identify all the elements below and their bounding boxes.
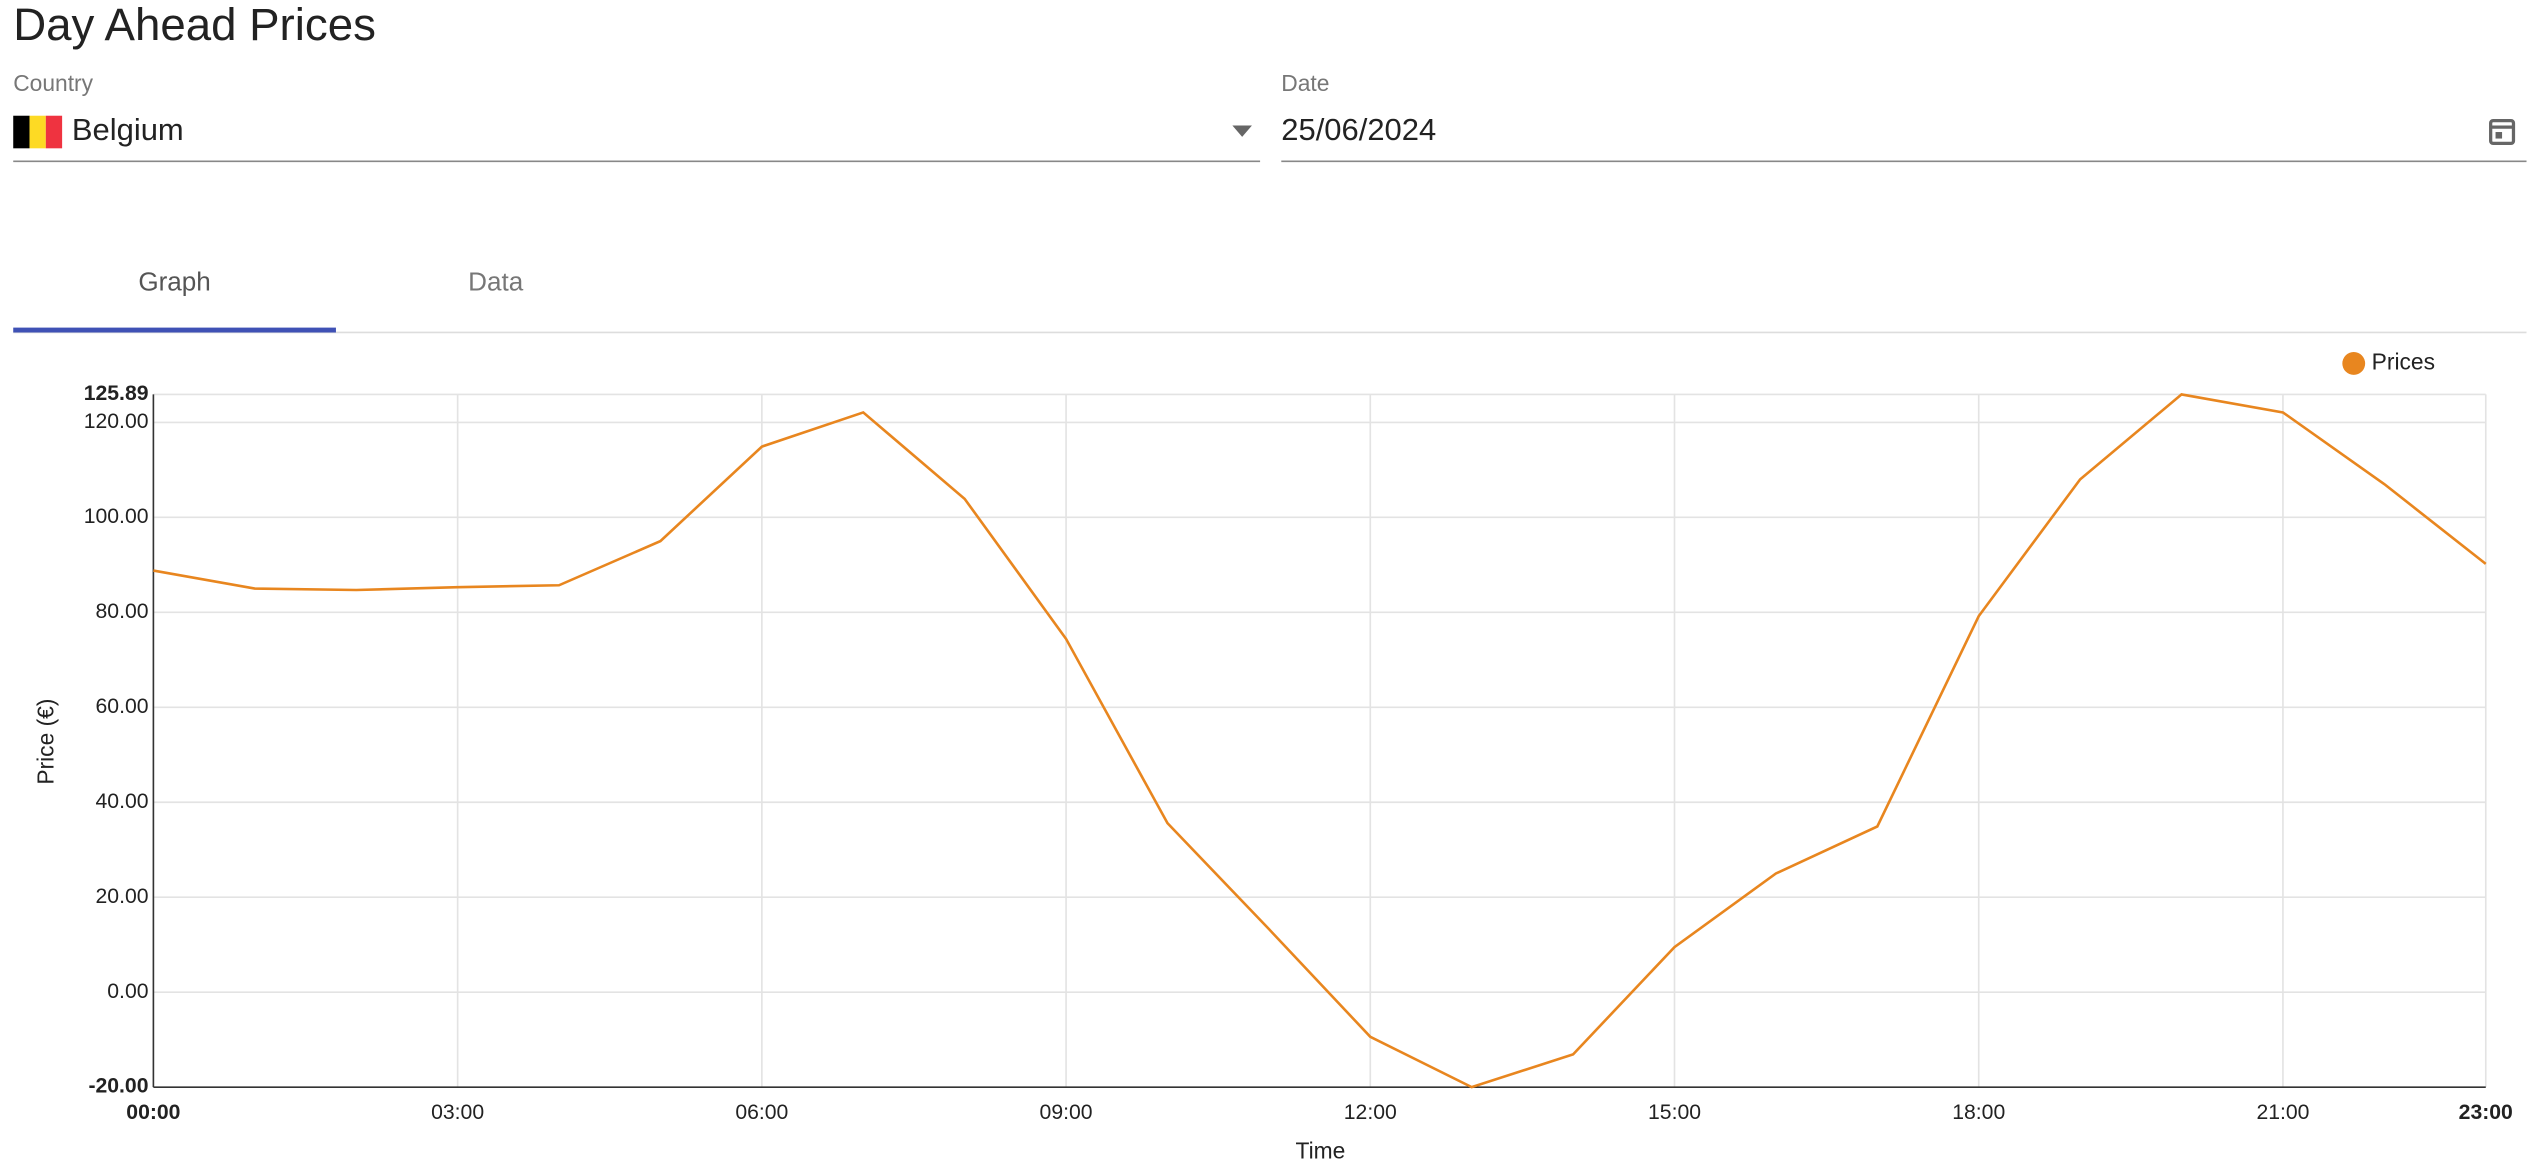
x-tick-label: 03:00 <box>431 1101 484 1124</box>
legend-label: Prices <box>2372 348 2435 374</box>
dropdown-arrow <box>1232 125 1252 137</box>
y-tick-label: 0.00 <box>107 980 148 1003</box>
country-select[interactable]: Belgium <box>13 112 1261 163</box>
y-tick-label: 20.00 <box>96 885 149 908</box>
x-tick-label: 09:00 <box>1040 1101 1093 1124</box>
y-tick-label: -20.00 <box>88 1075 148 1098</box>
x-tick-label: 12:00 <box>1344 1101 1397 1124</box>
y-tick-label: 40.00 <box>96 790 149 813</box>
country-value: Belgium <box>72 112 184 147</box>
calendar-icon <box>2489 118 2516 146</box>
x-tick-label: 15:00 <box>1648 1101 1701 1124</box>
x-tick-label: 18:00 <box>1952 1101 2005 1124</box>
flag-yellow <box>29 115 46 149</box>
tab[interactable]: Data <box>468 266 524 296</box>
tab[interactable]: Graph <box>138 266 210 296</box>
x-axis-title: Time <box>1295 1137 1345 1163</box>
date-input[interactable]: 25/06/2024 <box>1281 112 2527 163</box>
x-tick-label: 00:00 <box>126 1101 180 1124</box>
x-tick-label: 21:00 <box>2256 1101 2309 1124</box>
x-tick-label: 06:00 <box>735 1101 788 1124</box>
active-tab-indicator <box>13 327 336 333</box>
date-label: Date <box>1281 70 1329 96</box>
x-tick-label: 23:00 <box>2459 1101 2513 1124</box>
page-title: Day Ahead Prices <box>13 0 376 50</box>
y-tick-label: 125.89 <box>84 382 149 405</box>
flag-red <box>45 115 63 149</box>
legend-marker <box>2342 352 2366 375</box>
y-tick-label: 60.00 <box>96 695 149 718</box>
price-line <box>153 393 2487 1089</box>
flag-black <box>13 115 30 149</box>
date-value: 25/06/2024 <box>1281 112 1436 147</box>
y-tick-label: 100.00 <box>84 505 149 528</box>
y-axis-title: Price (€) <box>32 699 58 785</box>
y-tick-label: 120.00 <box>84 410 149 433</box>
y-tick-label: 80.00 <box>96 600 149 623</box>
country-label: Country <box>13 70 93 96</box>
